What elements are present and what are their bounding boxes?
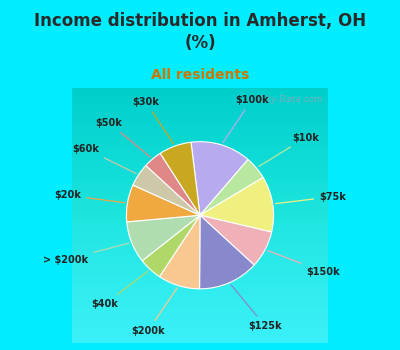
Wedge shape <box>126 185 200 222</box>
Text: $30k: $30k <box>132 97 174 144</box>
Text: $75k: $75k <box>276 192 346 204</box>
Text: $60k: $60k <box>72 144 136 174</box>
Wedge shape <box>200 177 274 232</box>
Text: $150k: $150k <box>268 251 340 277</box>
Text: $20k: $20k <box>54 190 125 203</box>
Wedge shape <box>127 215 200 261</box>
Text: $125k: $125k <box>231 285 282 331</box>
Wedge shape <box>160 215 200 289</box>
Wedge shape <box>191 142 248 215</box>
Text: $50k: $50k <box>96 118 150 157</box>
Wedge shape <box>133 166 200 215</box>
Wedge shape <box>146 153 200 215</box>
Text: $40k: $40k <box>92 271 148 309</box>
Wedge shape <box>142 215 200 277</box>
Wedge shape <box>200 215 254 289</box>
Text: $200k: $200k <box>131 288 177 336</box>
Text: $100k: $100k <box>223 95 269 142</box>
Text: All residents: All residents <box>151 68 249 82</box>
Text: Income distribution in Amherst, OH
(%): Income distribution in Amherst, OH (%) <box>34 12 366 52</box>
Wedge shape <box>160 142 200 215</box>
Wedge shape <box>200 160 263 215</box>
Text: > $200k: > $200k <box>43 243 129 265</box>
Text: $10k: $10k <box>259 133 319 167</box>
Wedge shape <box>200 215 272 265</box>
Text: City-Data.com: City-Data.com <box>253 95 323 104</box>
